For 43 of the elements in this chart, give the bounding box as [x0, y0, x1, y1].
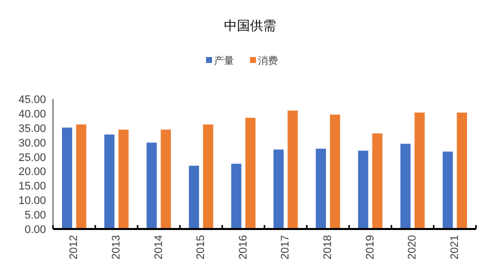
y-tick-label: 30.00 — [18, 137, 46, 150]
bar — [414, 112, 425, 229]
bar — [442, 152, 453, 229]
x-tick-label: 2013 — [110, 235, 122, 260]
bar — [118, 130, 129, 229]
bar — [274, 150, 284, 229]
x-tick-label: 2012 — [68, 235, 80, 260]
x-tick-label: 2018 — [322, 235, 334, 260]
bar — [330, 114, 340, 229]
bar — [288, 110, 298, 229]
y-tick-label: 45.00 — [18, 94, 46, 106]
chart-title: 中国供需 — [224, 18, 276, 33]
bar — [203, 124, 214, 229]
bar — [76, 124, 86, 229]
bar — [245, 118, 256, 229]
bar — [358, 150, 368, 229]
y-tick-label: 25.00 — [18, 152, 46, 164]
bar — [188, 166, 200, 229]
bar — [104, 134, 114, 229]
x-tick-label: 2014 — [152, 235, 165, 260]
bar — [160, 130, 171, 229]
x-tick-label: 2020 — [406, 235, 419, 260]
y-tick-label: 20.00 — [18, 166, 46, 178]
y-tick-label: 35.00 — [18, 122, 46, 135]
bar — [456, 112, 467, 229]
x-tick-label: 2021 — [448, 235, 461, 260]
y-tick-label: 5.00 — [24, 210, 46, 222]
bar — [400, 144, 411, 229]
bar — [231, 164, 242, 229]
x-tick-label: 2015 — [195, 235, 208, 260]
bar — [62, 128, 72, 229]
legend-label: 消费 — [258, 55, 278, 67]
legend-label: 产量 — [214, 55, 234, 67]
y-tick-label: 0.00 — [24, 224, 46, 236]
x-tick-label: 2019 — [364, 235, 376, 260]
bar — [372, 133, 382, 229]
y-tick-label: 40.00 — [18, 108, 46, 120]
x-tick-label: 2017 — [280, 235, 292, 260]
x-tick-label: 2016 — [237, 235, 250, 260]
bar — [316, 148, 326, 229]
y-tick-label: 10.00 — [18, 195, 46, 208]
bar — [146, 142, 157, 229]
y-tick-label: 15.00 — [18, 180, 46, 193]
